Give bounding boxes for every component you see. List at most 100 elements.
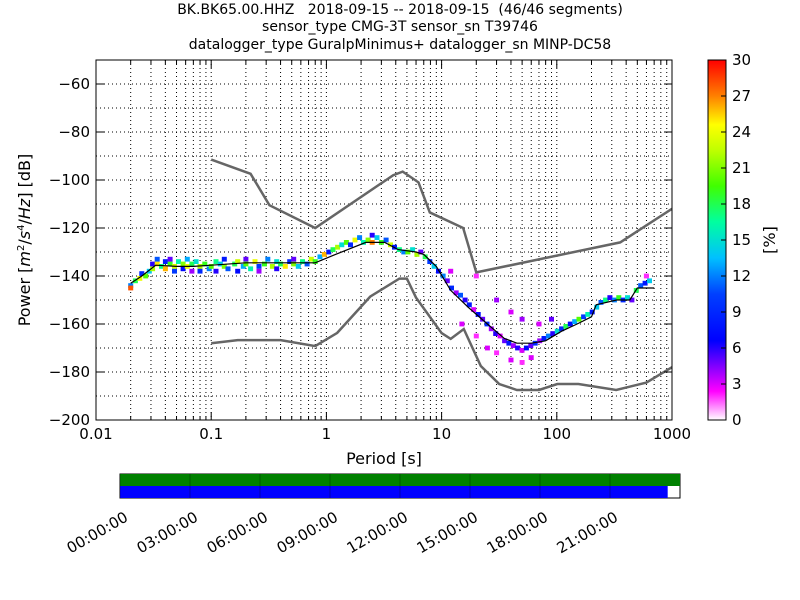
psd-cell — [269, 264, 275, 269]
psd-cell — [369, 232, 375, 238]
colorbar-label: [%] — [760, 226, 779, 254]
psd-cell — [240, 264, 246, 269]
x-tick-label: 1000 — [653, 425, 691, 443]
colorbar-tick-label: 0 — [732, 411, 742, 429]
psd-cell — [150, 266, 156, 272]
psd-cell — [523, 345, 529, 351]
psd-cell — [383, 237, 389, 243]
psd-cell — [515, 345, 521, 351]
psd-cell — [180, 266, 186, 272]
psd-cell — [348, 242, 353, 248]
psd-cell — [317, 254, 323, 260]
psd-cell — [418, 249, 424, 255]
psd-cell — [448, 268, 454, 274]
psd-cell — [494, 350, 500, 356]
psd-cell — [291, 256, 297, 262]
psd-cell — [176, 259, 181, 264]
psd-cell — [208, 264, 214, 269]
psd-cell — [508, 357, 514, 363]
psd-cell — [405, 249, 411, 255]
x-tick-label: 10 — [432, 425, 451, 443]
psd-cell — [528, 343, 534, 348]
y-tick-label: −60 — [58, 75, 90, 93]
y-tick-label: −120 — [49, 219, 90, 237]
psd-cell — [262, 261, 267, 267]
y-tick-label: −140 — [49, 267, 90, 285]
psd-cell — [167, 261, 173, 267]
psd-cell — [519, 348, 525, 353]
psd-cell — [563, 324, 569, 329]
psd-cell — [581, 314, 587, 320]
psd-cell — [326, 249, 332, 255]
psd-cell — [510, 343, 516, 348]
psd-cell — [150, 261, 156, 267]
psd-cell — [471, 307, 477, 312]
psd-cell — [330, 247, 336, 252]
y-label-part: s — [15, 231, 34, 239]
psd-cell — [154, 261, 160, 267]
psd-cell — [225, 266, 231, 272]
psd-cell — [335, 244, 341, 250]
psd-cell — [184, 256, 190, 262]
psd-cell — [449, 285, 454, 291]
y-label-part: Hz — [15, 198, 34, 219]
psd-cell — [494, 297, 500, 303]
y-label-part: 4 — [16, 225, 27, 231]
colorbar-tick-label: 12 — [732, 267, 751, 285]
psd-cell — [221, 256, 227, 262]
psd-cell — [265, 256, 271, 262]
psd-cell — [462, 297, 468, 303]
psd-cell — [388, 242, 393, 248]
y-label-part: Power [ — [15, 267, 34, 327]
psd-cell — [422, 254, 428, 260]
psd-cell — [414, 252, 420, 257]
x-axis-ticks: 0.01 0.1 1 10 100 1000 — [79, 60, 691, 443]
psd-cell — [484, 345, 490, 351]
timeline-tick-label: 21:00:00 — [554, 508, 621, 557]
y-tick-label: −180 — [49, 363, 90, 381]
timeline-tick-label: 18:00:00 — [484, 508, 551, 557]
psd-cell — [550, 331, 556, 336]
psd-cell — [162, 259, 168, 264]
psd-cell — [137, 276, 143, 281]
psd-cell — [287, 259, 293, 264]
timeline-tick-label: 09:00:00 — [274, 508, 341, 557]
psd-cell — [576, 316, 582, 322]
psd-cell — [488, 326, 494, 332]
psd-cell — [589, 309, 595, 315]
psd-cell — [532, 340, 538, 346]
psd-cell — [159, 264, 164, 269]
nlnm-curve — [211, 277, 672, 392]
timeline-tick-label: 12:00:00 — [344, 508, 411, 557]
psd-cell — [497, 333, 503, 339]
x-tick-label: 1 — [322, 425, 332, 443]
timeline-tick-label: 00:00:00 — [64, 508, 131, 557]
psd-cell — [146, 268, 152, 274]
psd-cell — [357, 235, 363, 240]
psd-cell — [361, 240, 366, 245]
psd-cell — [473, 333, 479, 339]
psd-cell — [459, 321, 465, 327]
psd-cell — [189, 268, 195, 274]
psd-cell — [401, 249, 407, 255]
psd-cell — [607, 295, 613, 300]
colorbar-tick-label: 18 — [732, 195, 751, 213]
psd-cell — [427, 259, 433, 264]
colorbar-tick-label: 3 — [732, 375, 742, 393]
psd-cell — [343, 240, 349, 245]
psd-cell — [278, 261, 284, 267]
psd-cell — [167, 256, 173, 262]
y-tick-label: −80 — [58, 123, 90, 141]
psd-cell — [537, 338, 543, 344]
y-tick-label: −200 — [49, 411, 90, 429]
mean-curve — [130, 241, 655, 344]
y-tick-label: −160 — [49, 315, 90, 333]
psd-cell — [213, 259, 219, 264]
psd-cell — [291, 261, 297, 267]
y-axis-ticks: −200 −180 −160 −140 −120 −100 −80 −60 — [49, 75, 672, 429]
psd-cell — [180, 261, 186, 267]
psd-cell — [598, 300, 604, 305]
psd-cell — [154, 256, 160, 262]
colorbar-tick-label: 27 — [732, 87, 751, 105]
